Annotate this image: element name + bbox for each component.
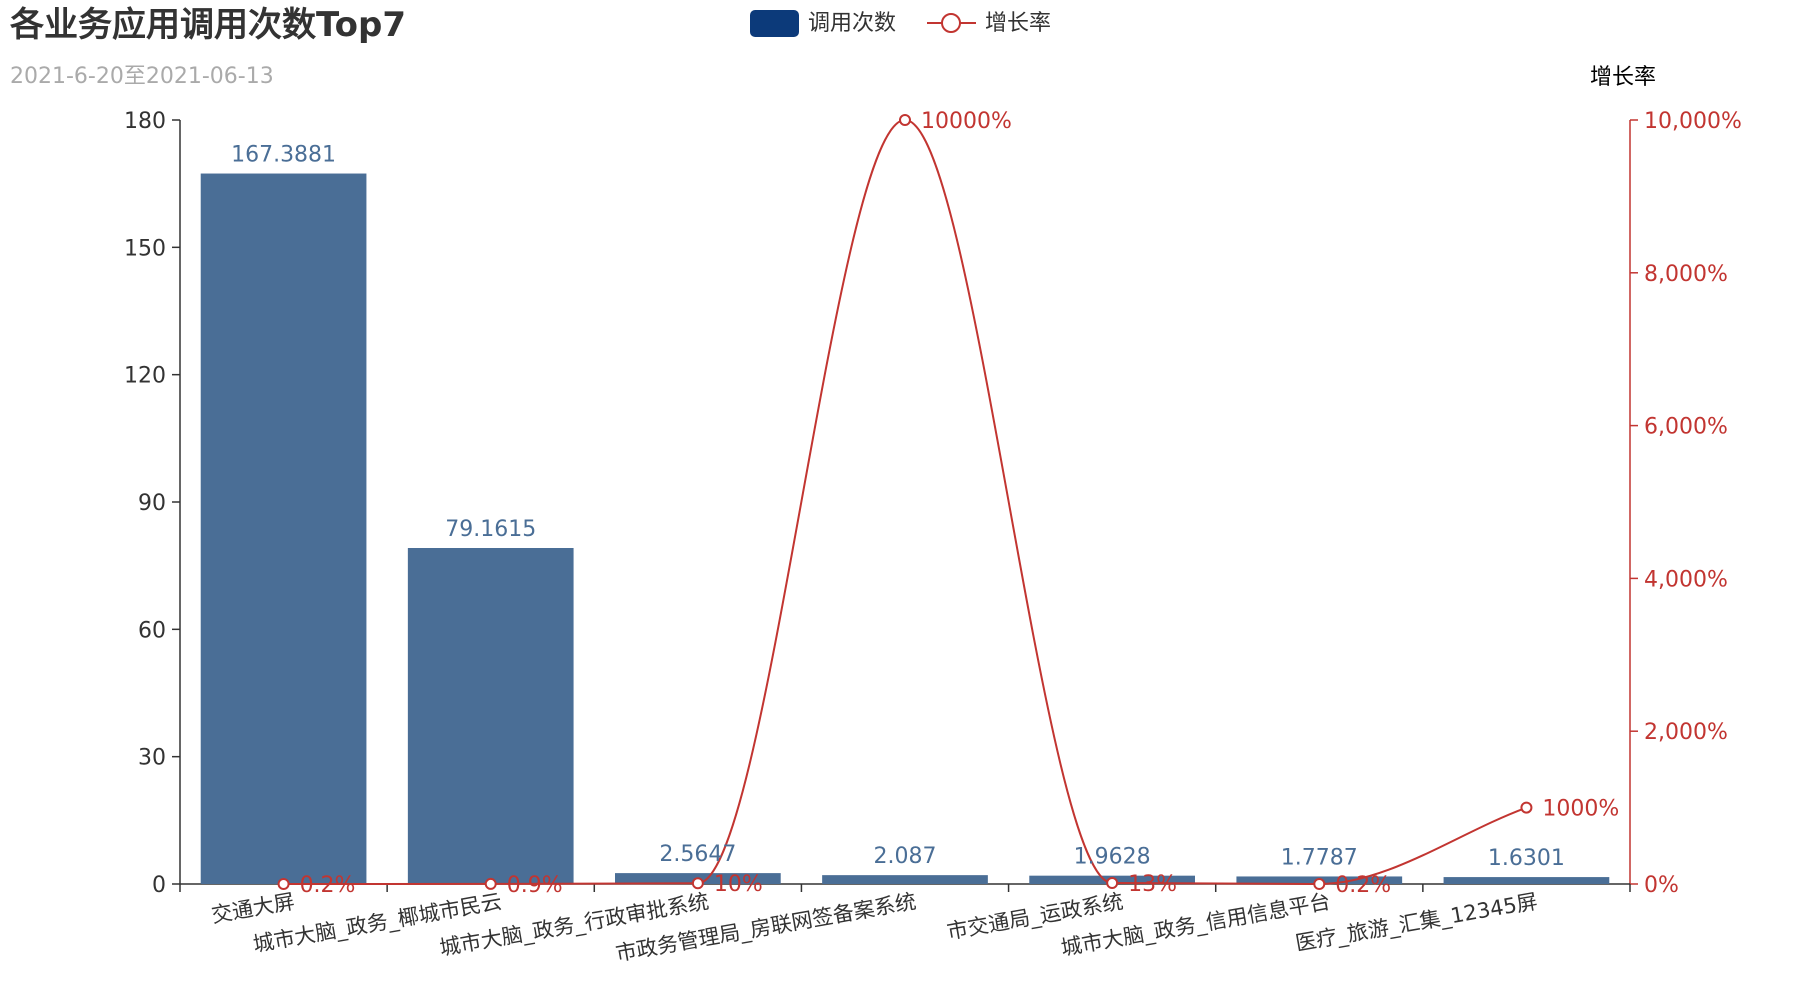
legend-item-bar[interactable]: 调用次数 (750, 10, 896, 37)
chart-title: 各业务应用调用次数Top7 (10, 5, 406, 45)
right-axis-tick-label: 4,000% (1644, 567, 1728, 592)
bar-value-label: 2.087 (874, 844, 937, 869)
left-axis-tick-label: 60 (138, 618, 166, 643)
right-axis-name: 增长率 (1590, 65, 1656, 90)
axes: 0 30 60 90 120 150 180 0% 2,000% 4,000% 6,000% 8,00… (124, 109, 1742, 967)
legend-bar-label: 调用次数 (808, 11, 896, 36)
left-axis-tick-label: 150 (124, 236, 166, 261)
line-point (899, 114, 911, 126)
legend[interactable]: 调用次数 增长率 (750, 10, 1051, 37)
x-axis-category-label: 交通大屏 (210, 889, 297, 927)
left-axis-tick-label: 180 (124, 109, 166, 134)
bar-value-label: 79.1615 (445, 517, 536, 542)
bar-value-label: 1.9628 (1074, 845, 1151, 870)
bar (200, 173, 367, 884)
line-point (1313, 877, 1326, 890)
line-value-label: 1000% (1542, 797, 1619, 822)
bar (1443, 877, 1610, 884)
bar-value-label: 1.6301 (1488, 846, 1565, 871)
right-axis-tick-label: 8,000% (1644, 262, 1728, 287)
right-axis-tick-label: 6,000% (1644, 415, 1728, 440)
left-axis-tick-label: 30 (138, 746, 166, 771)
legend-bar-swatch (750, 10, 799, 37)
line-value-label: 10000% (921, 109, 1012, 134)
right-axis-tick-label: 10,000% (1644, 109, 1742, 134)
line-point (1106, 877, 1119, 890)
left-axis-tick-label: 120 (124, 364, 166, 389)
left-axis-tick-label: 0 (152, 873, 166, 898)
legend-line-marker (941, 13, 961, 33)
bar (407, 548, 574, 884)
line-value-label: 0.9% (507, 873, 563, 898)
chart-subtitle: 2021-6-20至2021-06-13 (10, 64, 274, 89)
line-value-label: 13% (1128, 872, 1177, 897)
right-axis-tick-label: 2,000% (1644, 720, 1728, 745)
line-point (691, 877, 704, 890)
legend-line-label: 增长率 (985, 11, 1051, 36)
bar-value-label: 167.3881 (231, 143, 336, 168)
right-axis-tick-label: 0% (1644, 873, 1679, 898)
line-value-label: 0.2% (1335, 873, 1391, 898)
bar-value-label: 2.5647 (659, 842, 736, 867)
data-labels: 167.3881 79.1615 2.5647 2.087 1.9628 1.7787 1.… (231, 109, 1619, 898)
line-point (484, 877, 497, 890)
left-axis-tick-label: 90 (138, 491, 166, 516)
line-value-label: 10% (714, 872, 763, 897)
bar-value-label: 1.7787 (1281, 845, 1358, 870)
bar (822, 875, 988, 884)
line-point (1520, 801, 1533, 814)
bar-series (200, 173, 1610, 884)
legend-item-line[interactable]: 增长率 (927, 11, 1051, 36)
line-point (277, 877, 290, 890)
line-series (277, 114, 1533, 890)
line-value-label: 0.2% (300, 873, 356, 898)
x-axis-category-label: 医疗_旅游_汇集_12345屏 (1294, 889, 1540, 956)
